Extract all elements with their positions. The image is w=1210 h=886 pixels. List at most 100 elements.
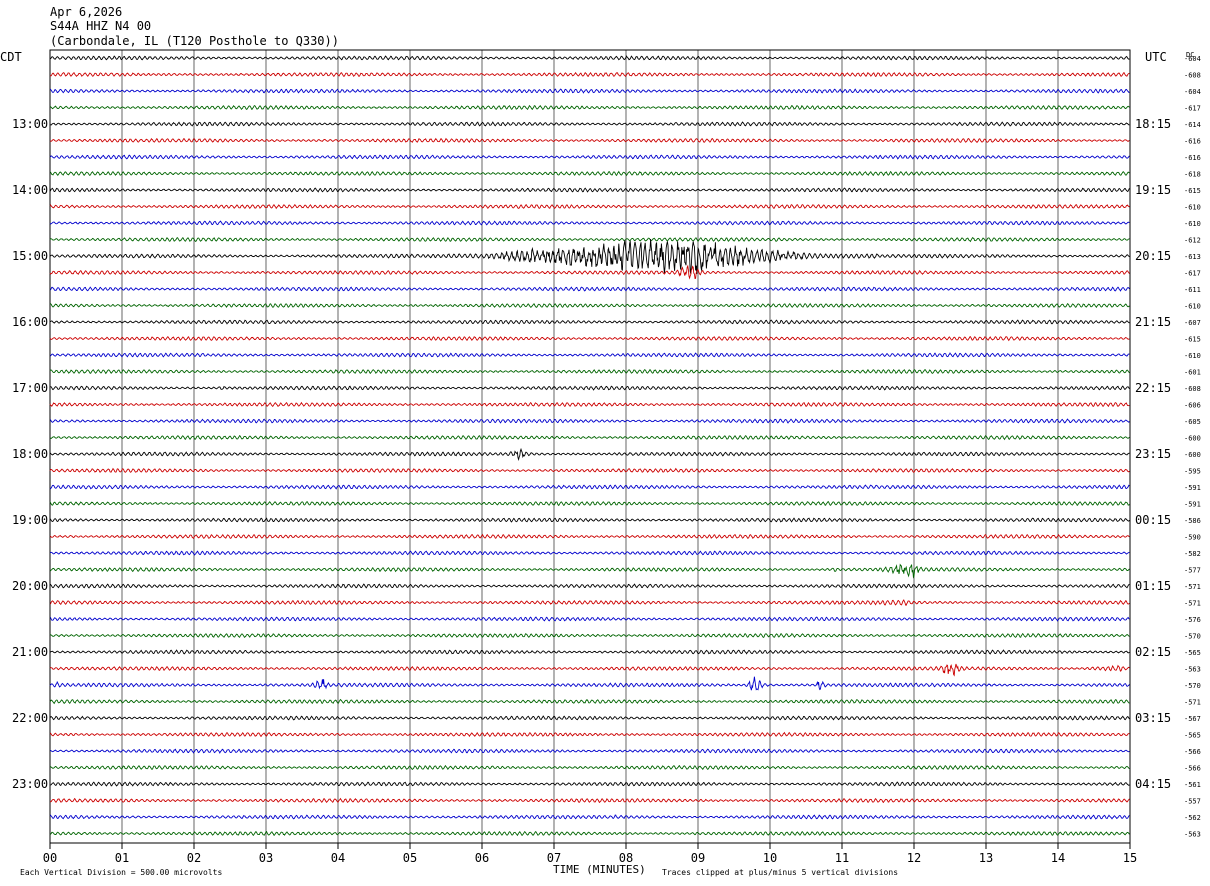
dc-offset-label: -570 <box>1184 682 1201 690</box>
trace-row-24 <box>49 447 1130 462</box>
trace-row-33 <box>49 599 1130 606</box>
trace-row-7 <box>49 170 1130 177</box>
dc-offset-label: -571 <box>1184 699 1201 707</box>
left-time-label: 16:00 <box>12 315 48 329</box>
dc-offset-label: -595 <box>1184 468 1201 476</box>
trace-row-18 <box>49 352 1130 358</box>
dc-label: DC <box>1186 51 1194 59</box>
x-tick-label: 15 <box>1123 851 1137 865</box>
left-axis-label: CDT <box>0 50 22 64</box>
dc-offset-label: -606 <box>1184 402 1201 410</box>
dc-offset-label: -561 <box>1184 781 1201 789</box>
header-date: Apr 6,2026 <box>50 5 122 19</box>
dc-offset-label: -571 <box>1184 600 1201 608</box>
trace-row-35 <box>49 633 1130 639</box>
dc-offset-label: -616 <box>1184 138 1201 146</box>
dc-offset-label: -567 <box>1184 715 1201 723</box>
left-time-label: 20:00 <box>12 579 48 593</box>
dc-offset-label: -618 <box>1184 171 1201 179</box>
trace-row-38 <box>49 676 1130 691</box>
clip-note: Traces clipped at plus/minus 5 vertical … <box>662 868 898 877</box>
dc-offset-label: -571 <box>1184 583 1201 591</box>
right-axis-label: UTC <box>1145 50 1167 64</box>
trace-row-41 <box>49 731 1130 738</box>
plot-frame <box>49 49 1131 844</box>
dc-offset-label: -557 <box>1184 798 1201 806</box>
dc-offset-label: -617 <box>1184 270 1201 278</box>
right-time-label: 02:15 <box>1135 645 1171 659</box>
x-tick-label: 08 <box>619 851 633 865</box>
trace-row-10 <box>49 220 1130 226</box>
dc-offset-label: -591 <box>1184 484 1201 492</box>
dc-offset-label: -600 <box>1184 451 1201 459</box>
trace-row-47 <box>49 830 1130 837</box>
dc-offset-label: -586 <box>1184 517 1201 525</box>
dc-offset-label: -615 <box>1184 336 1201 344</box>
dc-offset-label: -600 <box>1184 435 1201 443</box>
dc-offset-label: -563 <box>1184 831 1201 839</box>
trace-rows <box>49 55 1130 837</box>
right-time-label: 21:15 <box>1135 315 1171 329</box>
x-tick-label: 06 <box>475 851 489 865</box>
dc-offset-label: -610 <box>1184 204 1201 212</box>
trace-row-13 <box>49 264 1130 280</box>
dc-offset-label: -577 <box>1184 567 1201 575</box>
x-axis-label: TIME (MINUTES) <box>553 863 646 876</box>
dc-offset-label: -562 <box>1184 814 1201 822</box>
left-time-label: 14:00 <box>12 183 48 197</box>
right-time-label: 00:15 <box>1135 513 1171 527</box>
minute-grid <box>121 50 1059 843</box>
dc-offset-label: -607 <box>1184 319 1201 327</box>
dc-offset-label: -608 <box>1184 385 1201 393</box>
trace-row-9 <box>49 203 1130 210</box>
dc-offset-label: -566 <box>1184 748 1201 756</box>
x-tick-label: 03 <box>259 851 273 865</box>
dc-offset-labels: -604 -608 -604 -617 -614 -616 -616 -618 -615 -610… <box>1184 55 1201 839</box>
x-tick-label: 12 <box>907 851 921 865</box>
trace-row-22 <box>49 418 1130 424</box>
left-time-label: 21:00 <box>12 645 48 659</box>
dc-offset-label: -570 <box>1184 633 1201 641</box>
trace-row-2 <box>49 88 1130 94</box>
right-time-label: 04:15 <box>1135 777 1171 791</box>
x-tick-label: 04 <box>331 851 345 865</box>
dc-offset-label: -610 <box>1184 220 1201 228</box>
x-tick-label: 07 <box>547 851 561 865</box>
trace-row-4 <box>49 121 1130 127</box>
dc-offset-label: -601 <box>1184 369 1201 377</box>
dc-offset-label: -616 <box>1184 154 1201 162</box>
dc-offset-label: -590 <box>1184 534 1201 542</box>
right-time-label: 22:15 <box>1135 381 1171 395</box>
trace-row-20 <box>49 385 1130 391</box>
trace-row-26 <box>49 484 1130 490</box>
x-tick-label: 05 <box>403 851 417 865</box>
dc-offset-label: -608 <box>1184 72 1201 80</box>
dc-offset-label: -617 <box>1184 105 1201 113</box>
dc-offset-label: -605 <box>1184 418 1201 426</box>
trace-row-3 <box>49 104 1130 111</box>
trace-row-32 <box>49 583 1130 589</box>
trace-row-14 <box>49 286 1130 292</box>
trace-row-46 <box>49 814 1130 820</box>
trace-row-23 <box>49 434 1130 441</box>
header-station: S44A HHZ N4 00 <box>50 19 151 33</box>
trace-row-12 <box>49 238 1130 275</box>
trace-row-25 <box>49 467 1130 473</box>
right-time-labels: 18:15 19:15 20:15 21:15 22:15 23:15 00:15 01:15… <box>1135 117 1171 791</box>
trace-row-1 <box>49 71 1130 78</box>
dc-offset-label: -610 <box>1184 352 1201 360</box>
x-tick-label: 09 <box>691 851 705 865</box>
trace-row-45 <box>49 797 1130 804</box>
right-time-label: 01:15 <box>1135 579 1171 593</box>
x-tick-label: 02 <box>187 851 201 865</box>
trace-row-28 <box>49 517 1130 523</box>
trace-row-39 <box>49 698 1130 705</box>
dc-offset-label: -582 <box>1184 550 1201 558</box>
trace-row-0 <box>49 55 1130 61</box>
trace-row-16 <box>49 319 1130 325</box>
trace-row-37 <box>49 663 1130 677</box>
x-tick-label: 13 <box>979 851 993 865</box>
trace-row-36 <box>49 649 1130 655</box>
trace-row-6 <box>49 154 1130 160</box>
